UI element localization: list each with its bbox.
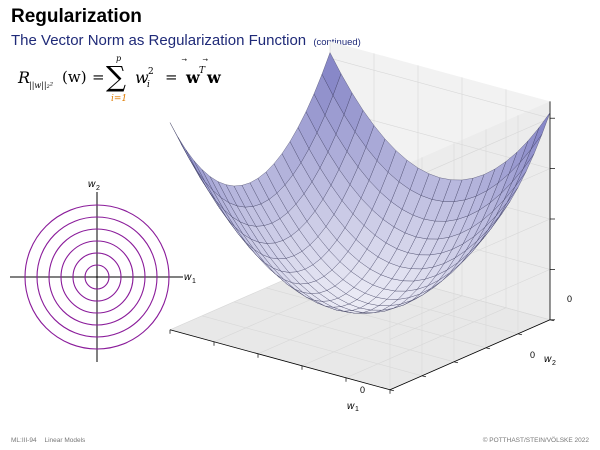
formula-sum-upper: p [116,54,122,63]
contour-ring [36,216,158,338]
y-tick [389,389,395,392]
footer-topic: Linear Models [44,437,86,444]
grid-line [389,269,551,340]
contour-ring [84,264,110,290]
footer-copyright: © POTTHAST/STEIN/VÖLSKE 2022 [482,437,589,444]
formula-term-sup: 2 [148,67,154,77]
grid-line [265,287,487,349]
surface-patch [321,52,342,96]
contour-ring [48,228,146,326]
formula-term: w [135,68,149,87]
contour-y-label: w [88,179,96,190]
y-axis-line [389,319,551,391]
surface-x-tick: 0 [360,385,365,395]
surface-y-label: w [544,354,552,365]
surface-x-label: w [347,401,355,412]
contour-rings [24,204,170,350]
contour-x-sub: 1 [192,278,196,285]
surface-patch [185,149,206,182]
paraboloid-surface [169,52,551,314]
formula-sum: ∑ [106,60,126,93]
subtitle-text: The Vector Norm as Regularization Functi… [11,32,307,49]
formula-R-subscript: ||w||₂² [29,81,54,90]
formula-rhs: w [186,68,200,87]
x-axis-line [169,329,391,391]
formula-rhs-2: w [207,68,221,87]
floor-panel [170,259,550,390]
subtitle-note: (continued) [313,37,361,48]
grid-line [345,307,507,379]
y-tick [485,347,491,350]
y-tick [517,333,523,336]
y-tick [453,361,459,364]
formula-equals-2: = [165,68,178,86]
grid-line [329,57,551,119]
formula-rhs-sup: T [199,66,206,76]
footer-slide-number: ML:III-94 [11,437,37,444]
y-tick [421,375,427,378]
contour-ring [24,204,170,350]
formula-R: R [18,68,31,87]
slide-title: Regularization [11,6,142,27]
footer-left: ML:III-94 Linear Models [11,437,85,444]
formula-equals-1: = [92,68,105,86]
formula-sum-lower: i=1 [111,94,128,104]
formula-term-sub: i [147,80,150,90]
grid-line [301,295,463,367]
contour-y-sub: 2 [96,185,100,192]
surface-y-sub: 2 [552,360,556,367]
grid-line [201,315,423,377]
regularization-formula: R ||w||₂² (w) = p ∑ i=1 w 2 i = ⃗ w T ⃗ … [18,54,248,113]
slide-subtitle: The Vector Norm as Regularization Functi… [11,32,361,49]
surface-patch [193,160,214,191]
surface-y-tick: 0 [530,350,535,360]
contour-ring [60,240,134,314]
surface-z-tick: 0 [567,294,572,304]
contour-x-label: w [184,272,192,283]
formula-R-arg: (w) [62,68,87,86]
grid-line [233,301,455,363]
surface-x-sub: 1 [355,406,359,413]
contour-ring [72,252,122,302]
